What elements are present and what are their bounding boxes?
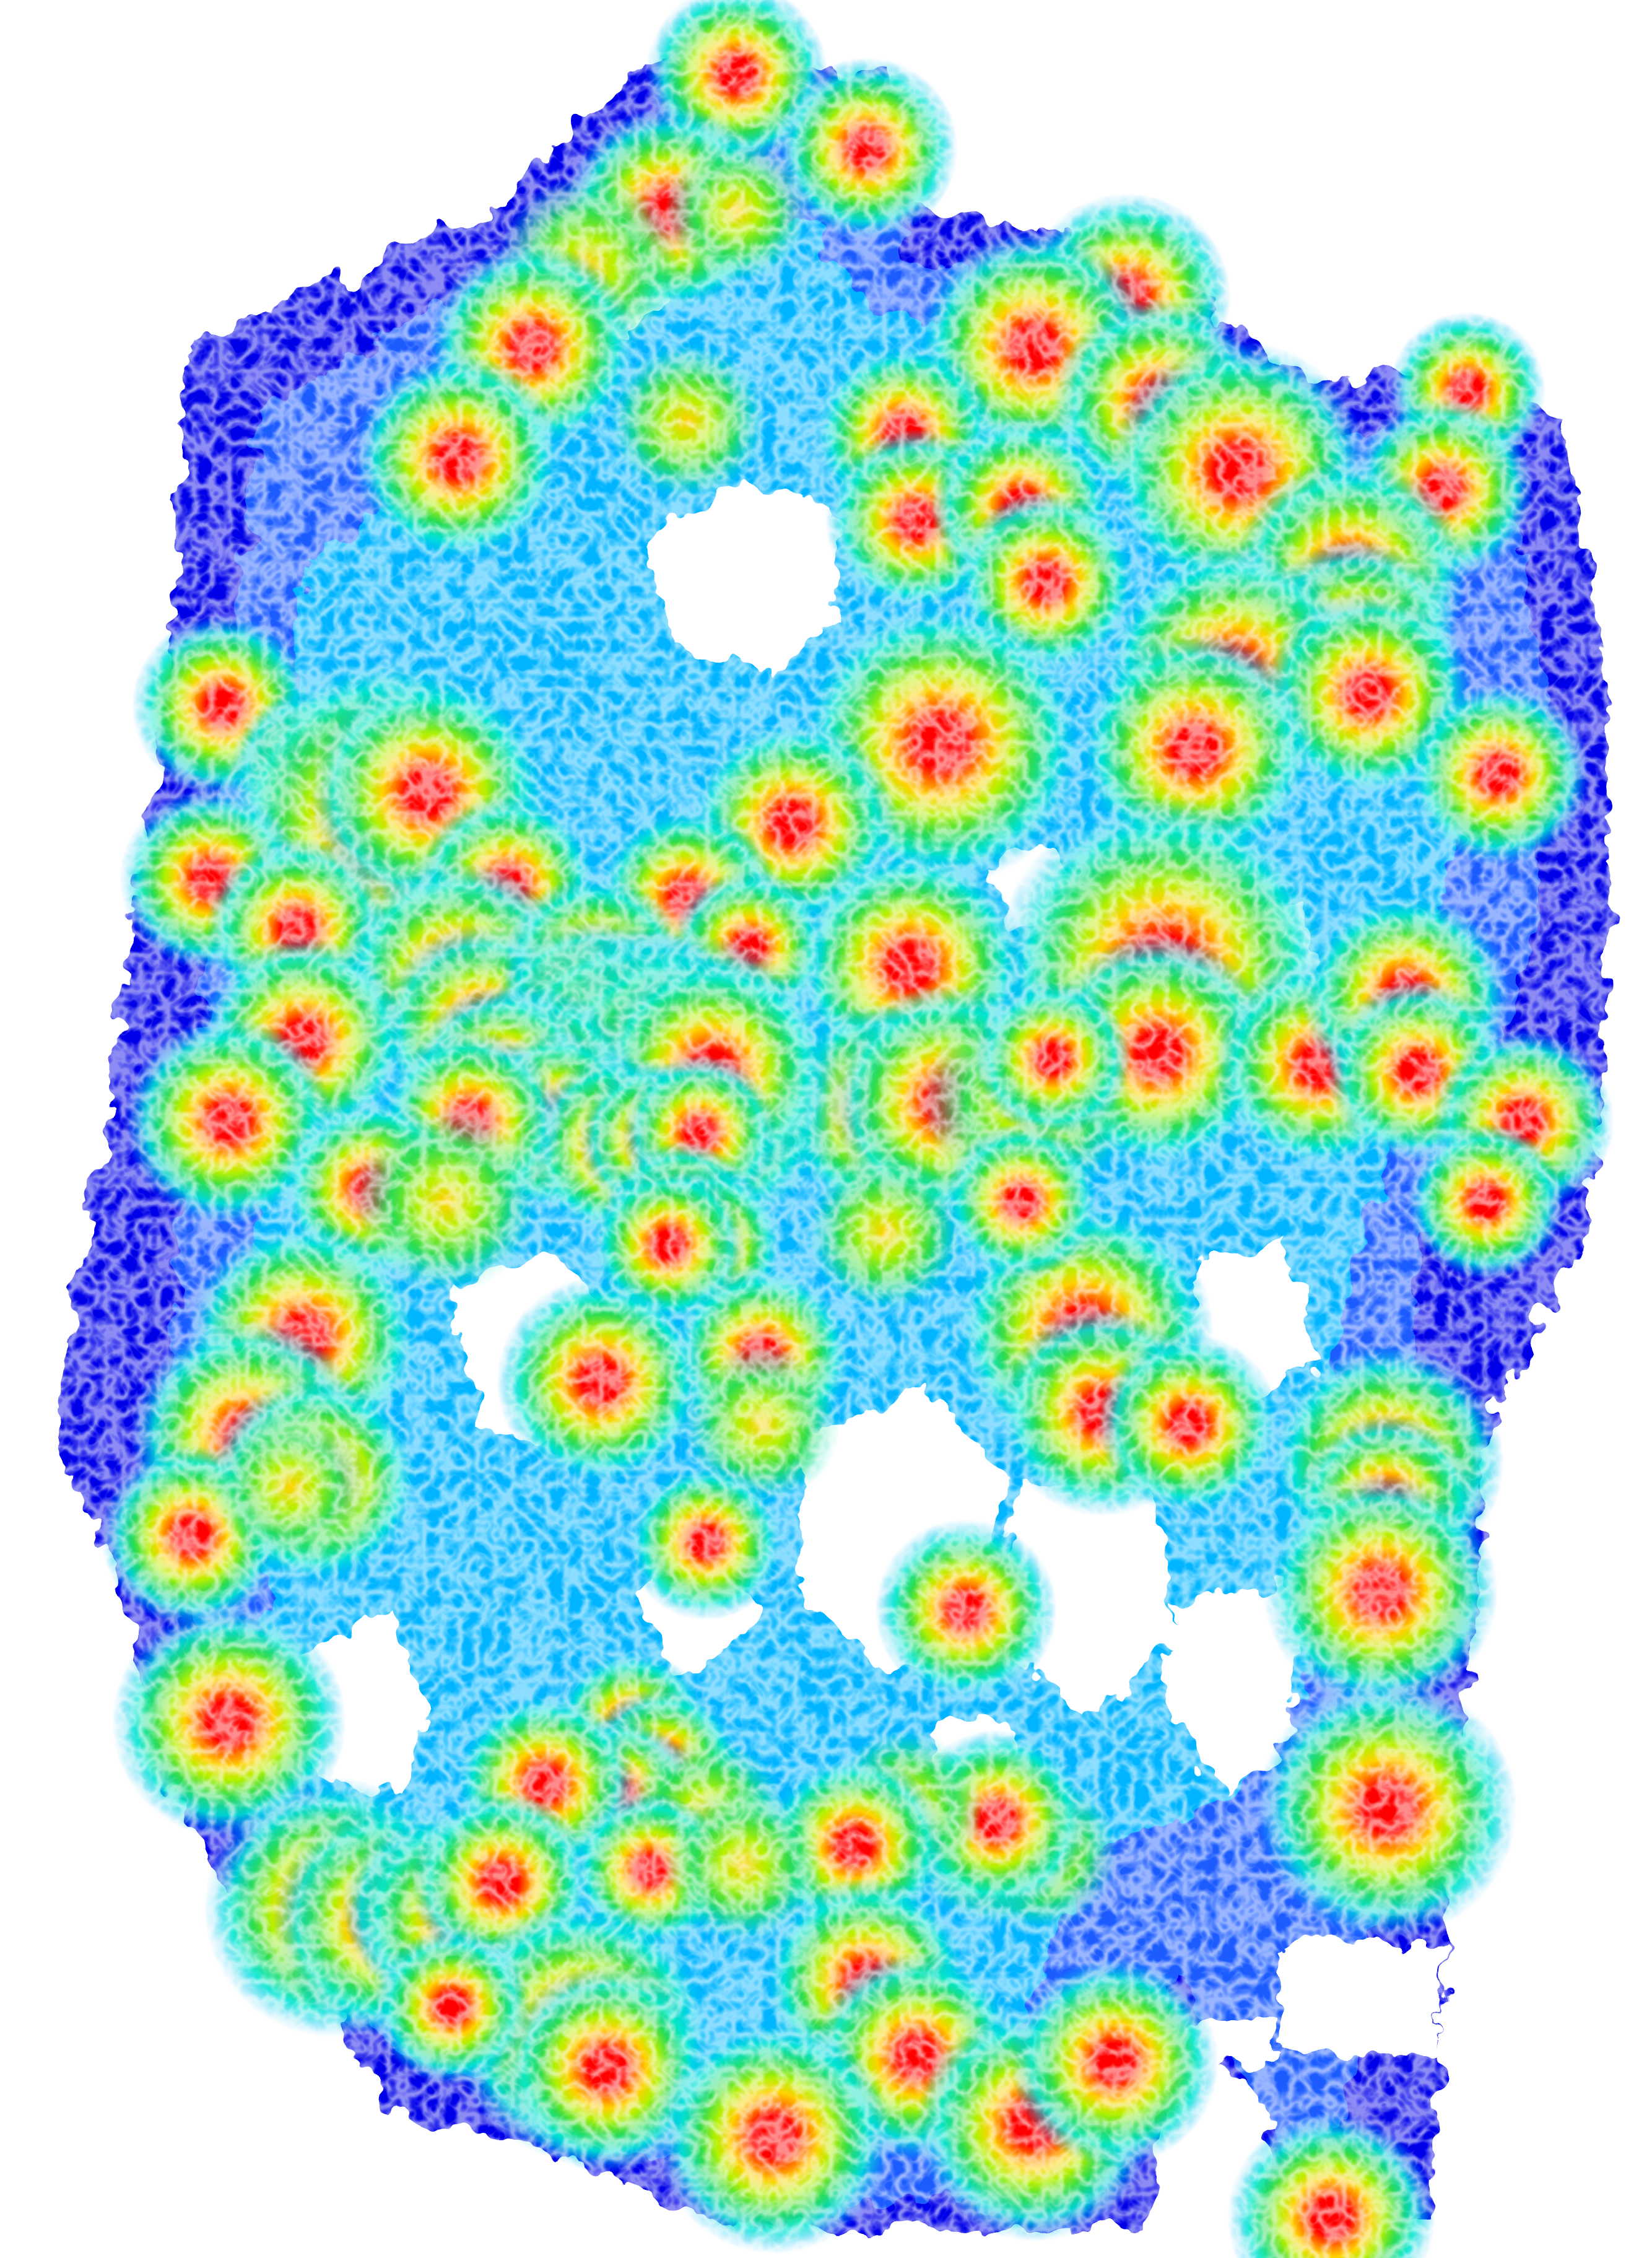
- heatmap-canvas: [0, 0, 1652, 2258]
- coverage-heatmap-map: [0, 0, 1652, 2258]
- coverage-fragmentation-overlay: [0, 0, 1652, 2258]
